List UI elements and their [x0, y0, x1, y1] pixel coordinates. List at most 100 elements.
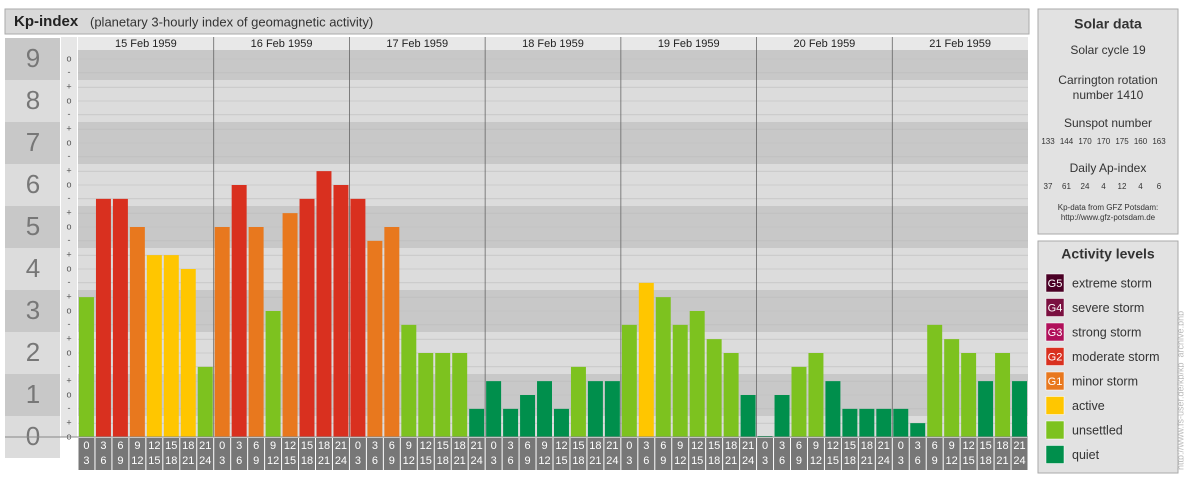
- sunspots-value: 163: [1152, 137, 1166, 146]
- minor-tick-label: +: [66, 166, 71, 176]
- hour-box: [672, 438, 689, 470]
- minor-tick-label: -: [68, 235, 71, 245]
- bar: [282, 213, 298, 437]
- minor-tick-label: -: [68, 277, 71, 287]
- bar: [333, 185, 349, 437]
- hour-box: [485, 438, 502, 470]
- hour-box: [994, 438, 1011, 470]
- legend-badge: G4: [1048, 302, 1063, 314]
- hour-box: [638, 438, 655, 470]
- minor-tick-label: o: [66, 347, 71, 357]
- legend-badge: G3: [1048, 327, 1063, 339]
- hour-label: 21: [454, 455, 466, 467]
- hour-box: [655, 438, 672, 470]
- minor-tick-label: o: [66, 137, 71, 147]
- hour-label: 9: [389, 455, 395, 467]
- minor-tick-label: o: [66, 389, 71, 399]
- hour-label: 0: [626, 440, 632, 452]
- hour-label: 12: [827, 440, 839, 452]
- legend-label: unsettled: [1072, 423, 1123, 437]
- hour-box: [112, 438, 129, 470]
- bar: [927, 324, 943, 437]
- ap-value: 37: [1044, 182, 1053, 191]
- legend-swatch: [1045, 273, 1065, 293]
- hour-label: 9: [253, 455, 259, 467]
- y-label-band: [5, 80, 60, 122]
- bar: [435, 353, 451, 437]
- legend-swatch: [1045, 347, 1065, 366]
- hour-box: [349, 438, 366, 470]
- hour-box: [299, 438, 315, 470]
- minor-tick-label: o: [66, 431, 71, 441]
- bar: [401, 324, 417, 437]
- minor-tick-label: o: [66, 179, 71, 189]
- hour-label: 6: [915, 455, 921, 467]
- y-label-band: [5, 374, 60, 416]
- hour-label: 24: [606, 455, 618, 467]
- bar: [231, 185, 247, 437]
- legend-label: strong storm: [1072, 325, 1141, 339]
- bar: [163, 255, 179, 437]
- hour-label: 3: [236, 440, 242, 452]
- minor-tick-label: -: [68, 361, 71, 371]
- hour-box: [417, 438, 434, 470]
- hour-label: 15: [691, 455, 703, 467]
- hour-box: [858, 438, 875, 470]
- sunspots-value: 160: [1134, 137, 1148, 146]
- bar: [961, 353, 977, 437]
- minor-tick-label: o: [66, 53, 71, 63]
- title-bar: [4, 8, 1030, 35]
- hour-label: 6: [508, 455, 514, 467]
- bar: [1012, 381, 1027, 437]
- legend-swatch: [1045, 371, 1065, 391]
- hour-box: [129, 438, 146, 470]
- hour-label: 3: [100, 440, 106, 452]
- bar: [638, 282, 654, 437]
- y-tick-label: 2: [26, 337, 40, 367]
- hour-box: [214, 438, 231, 470]
- y-tick-label: 0: [26, 421, 40, 451]
- minor-tick-label: -: [68, 67, 71, 77]
- hour-label: 6: [236, 455, 242, 467]
- hour-box: [1011, 438, 1028, 470]
- hour-label: 9: [949, 440, 955, 452]
- carrington: Carrington rotation: [1058, 73, 1157, 87]
- bar: [706, 339, 722, 437]
- bar: [689, 311, 705, 437]
- sunspots-value: 170: [1078, 137, 1092, 146]
- minor-tick-label: o: [66, 305, 71, 315]
- hour-box: [943, 438, 960, 470]
- hour-label: 0: [355, 440, 361, 452]
- hour-label: 12: [131, 455, 143, 467]
- y-label-band: [5, 248, 60, 290]
- bar: [350, 198, 366, 437]
- carrington: number 1410: [1073, 88, 1144, 102]
- hour-label: 12: [946, 455, 958, 467]
- minor-tick-label: +: [66, 208, 71, 218]
- bar: [893, 408, 909, 437]
- hour-label: 3: [779, 440, 785, 452]
- minor-tick-label: o: [66, 263, 71, 273]
- hour-label: 15: [844, 440, 856, 452]
- ap-value: 61: [1062, 182, 1071, 191]
- hour-box: [231, 438, 248, 470]
- hour-label: 15: [979, 440, 991, 452]
- hour-box: [163, 438, 180, 470]
- hour-label: 9: [541, 440, 547, 452]
- hour-label: 6: [253, 440, 259, 452]
- hour-label: 6: [779, 455, 785, 467]
- bar: [604, 381, 620, 437]
- hour-label: 6: [796, 440, 802, 452]
- solar-box: [1037, 8, 1179, 235]
- hour-label: 18: [861, 440, 873, 452]
- chart-subtitle: (planetary 3-hourly index of geomagnetic…: [90, 14, 373, 29]
- hour-label: 6: [372, 455, 378, 467]
- hour-label: 3: [626, 455, 632, 467]
- hour-box: [570, 438, 587, 470]
- hour-label: 15: [708, 440, 720, 452]
- hour-label: 9: [813, 440, 819, 452]
- hour-label: 12: [284, 440, 296, 452]
- source: Kp-data from GFZ Potsdam:: [1058, 203, 1158, 212]
- hour-label: 0: [83, 440, 89, 452]
- bar: [570, 366, 586, 437]
